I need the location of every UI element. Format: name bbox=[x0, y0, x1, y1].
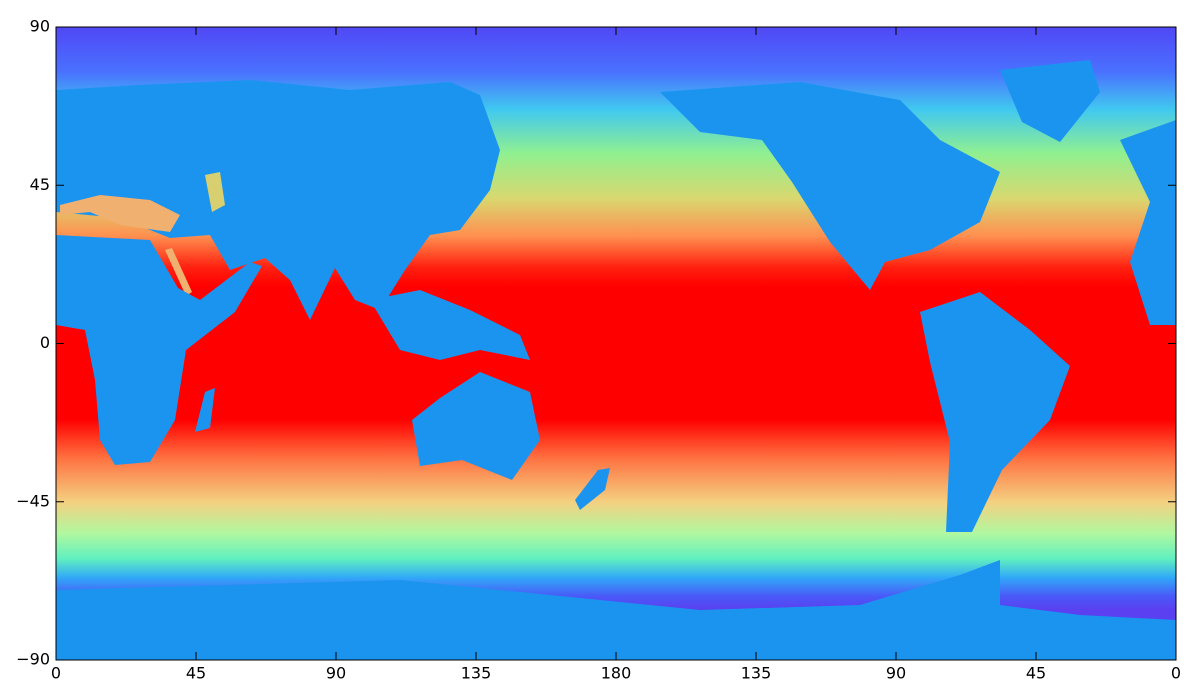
y-tick-label: −90 bbox=[16, 650, 50, 669]
x-tick-label: 45 bbox=[186, 664, 206, 683]
y-tick-label: 90 bbox=[30, 17, 50, 36]
madagascar bbox=[195, 388, 215, 432]
north-america bbox=[660, 82, 1000, 290]
x-tick-label: 0 bbox=[51, 664, 61, 683]
mediterranean bbox=[60, 195, 180, 232]
africa bbox=[56, 235, 262, 465]
australia bbox=[412, 372, 540, 480]
x-tick-label: 90 bbox=[326, 664, 346, 683]
x-tick-label: 135 bbox=[461, 664, 492, 683]
south-america bbox=[920, 292, 1070, 532]
y-tick-label: 0 bbox=[40, 333, 50, 352]
x-tick-label: 135 bbox=[741, 664, 772, 683]
y-tick-label: −45 bbox=[16, 491, 50, 510]
eurasia bbox=[56, 80, 500, 320]
caspian bbox=[205, 172, 225, 212]
map bbox=[56, 27, 1176, 660]
x-tick-label: 45 bbox=[1026, 664, 1046, 683]
indonesia bbox=[370, 290, 530, 360]
greenland bbox=[1000, 60, 1100, 142]
red-sea bbox=[165, 248, 192, 296]
europe bbox=[1120, 120, 1176, 325]
x-tick-label: 90 bbox=[886, 664, 906, 683]
x-tick-label: 180 bbox=[601, 664, 632, 683]
x-tick-label: 0 bbox=[1171, 664, 1181, 683]
antarctica bbox=[56, 560, 1176, 660]
new-zealand bbox=[575, 468, 610, 510]
y-tick-label: 45 bbox=[30, 175, 50, 194]
